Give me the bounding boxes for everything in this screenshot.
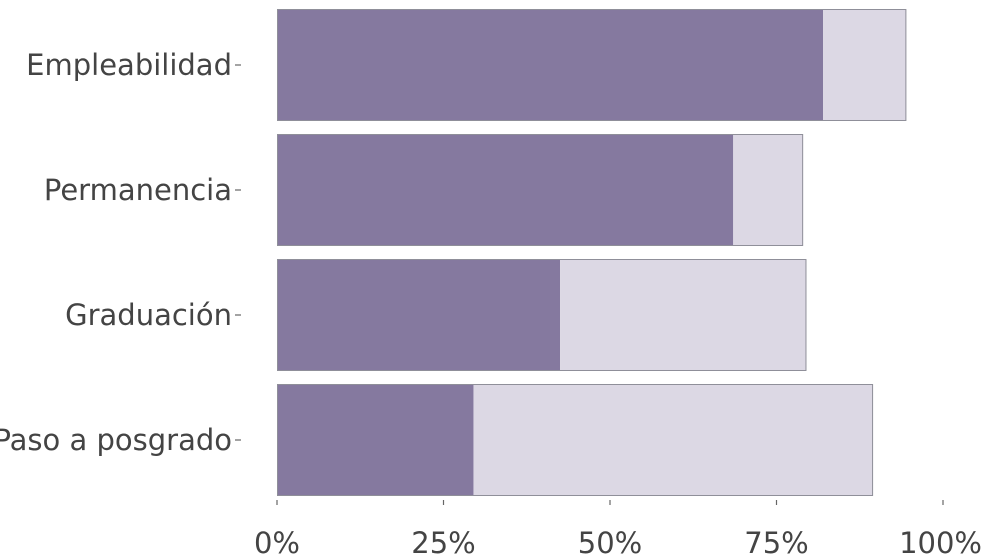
bar-permanencia-outline <box>277 134 804 246</box>
bar-paso-a-posgrado-segment-1 <box>277 384 474 496</box>
bar-graduacion-outline <box>277 259 807 371</box>
bar-paso-a-posgrado-outline <box>277 384 874 496</box>
category-label-permanencia: Permanencia <box>44 173 232 207</box>
category-label-paso-a-posgrado: Paso a posgrado <box>0 423 232 457</box>
bar-graduacion-segment-1 <box>277 259 561 371</box>
bar-permanencia-segment-2 <box>733 134 804 246</box>
bars-group <box>277 9 907 496</box>
x-tick-label-0: 0% <box>254 526 300 560</box>
bar-permanencia-segment-1 <box>277 134 734 246</box>
bar-empleabilidad-outline <box>277 9 907 121</box>
bar-empleabilidad-segment-2 <box>823 9 907 121</box>
x-tick-label-50: 50% <box>578 526 642 560</box>
bar-paso-a-posgrado-segment-2 <box>473 384 874 496</box>
category-labels: Empleabilidad Permanencia Graduación Paso a… <box>0 48 241 457</box>
category-label-empleabilidad: Empleabilidad <box>26 48 232 82</box>
bar-graduacion-segment-2 <box>560 259 807 371</box>
x-tick-label-25: 25% <box>411 526 475 560</box>
bar-empleabilidad-segment-1 <box>277 9 824 121</box>
category-label-graduacion: Graduación <box>65 298 232 332</box>
x-tick-label-100: 100% <box>899 526 982 560</box>
x-axis-ticks: 0% 25% 50% 75% 100% <box>254 500 982 560</box>
x-tick-label-75: 75% <box>744 526 808 560</box>
